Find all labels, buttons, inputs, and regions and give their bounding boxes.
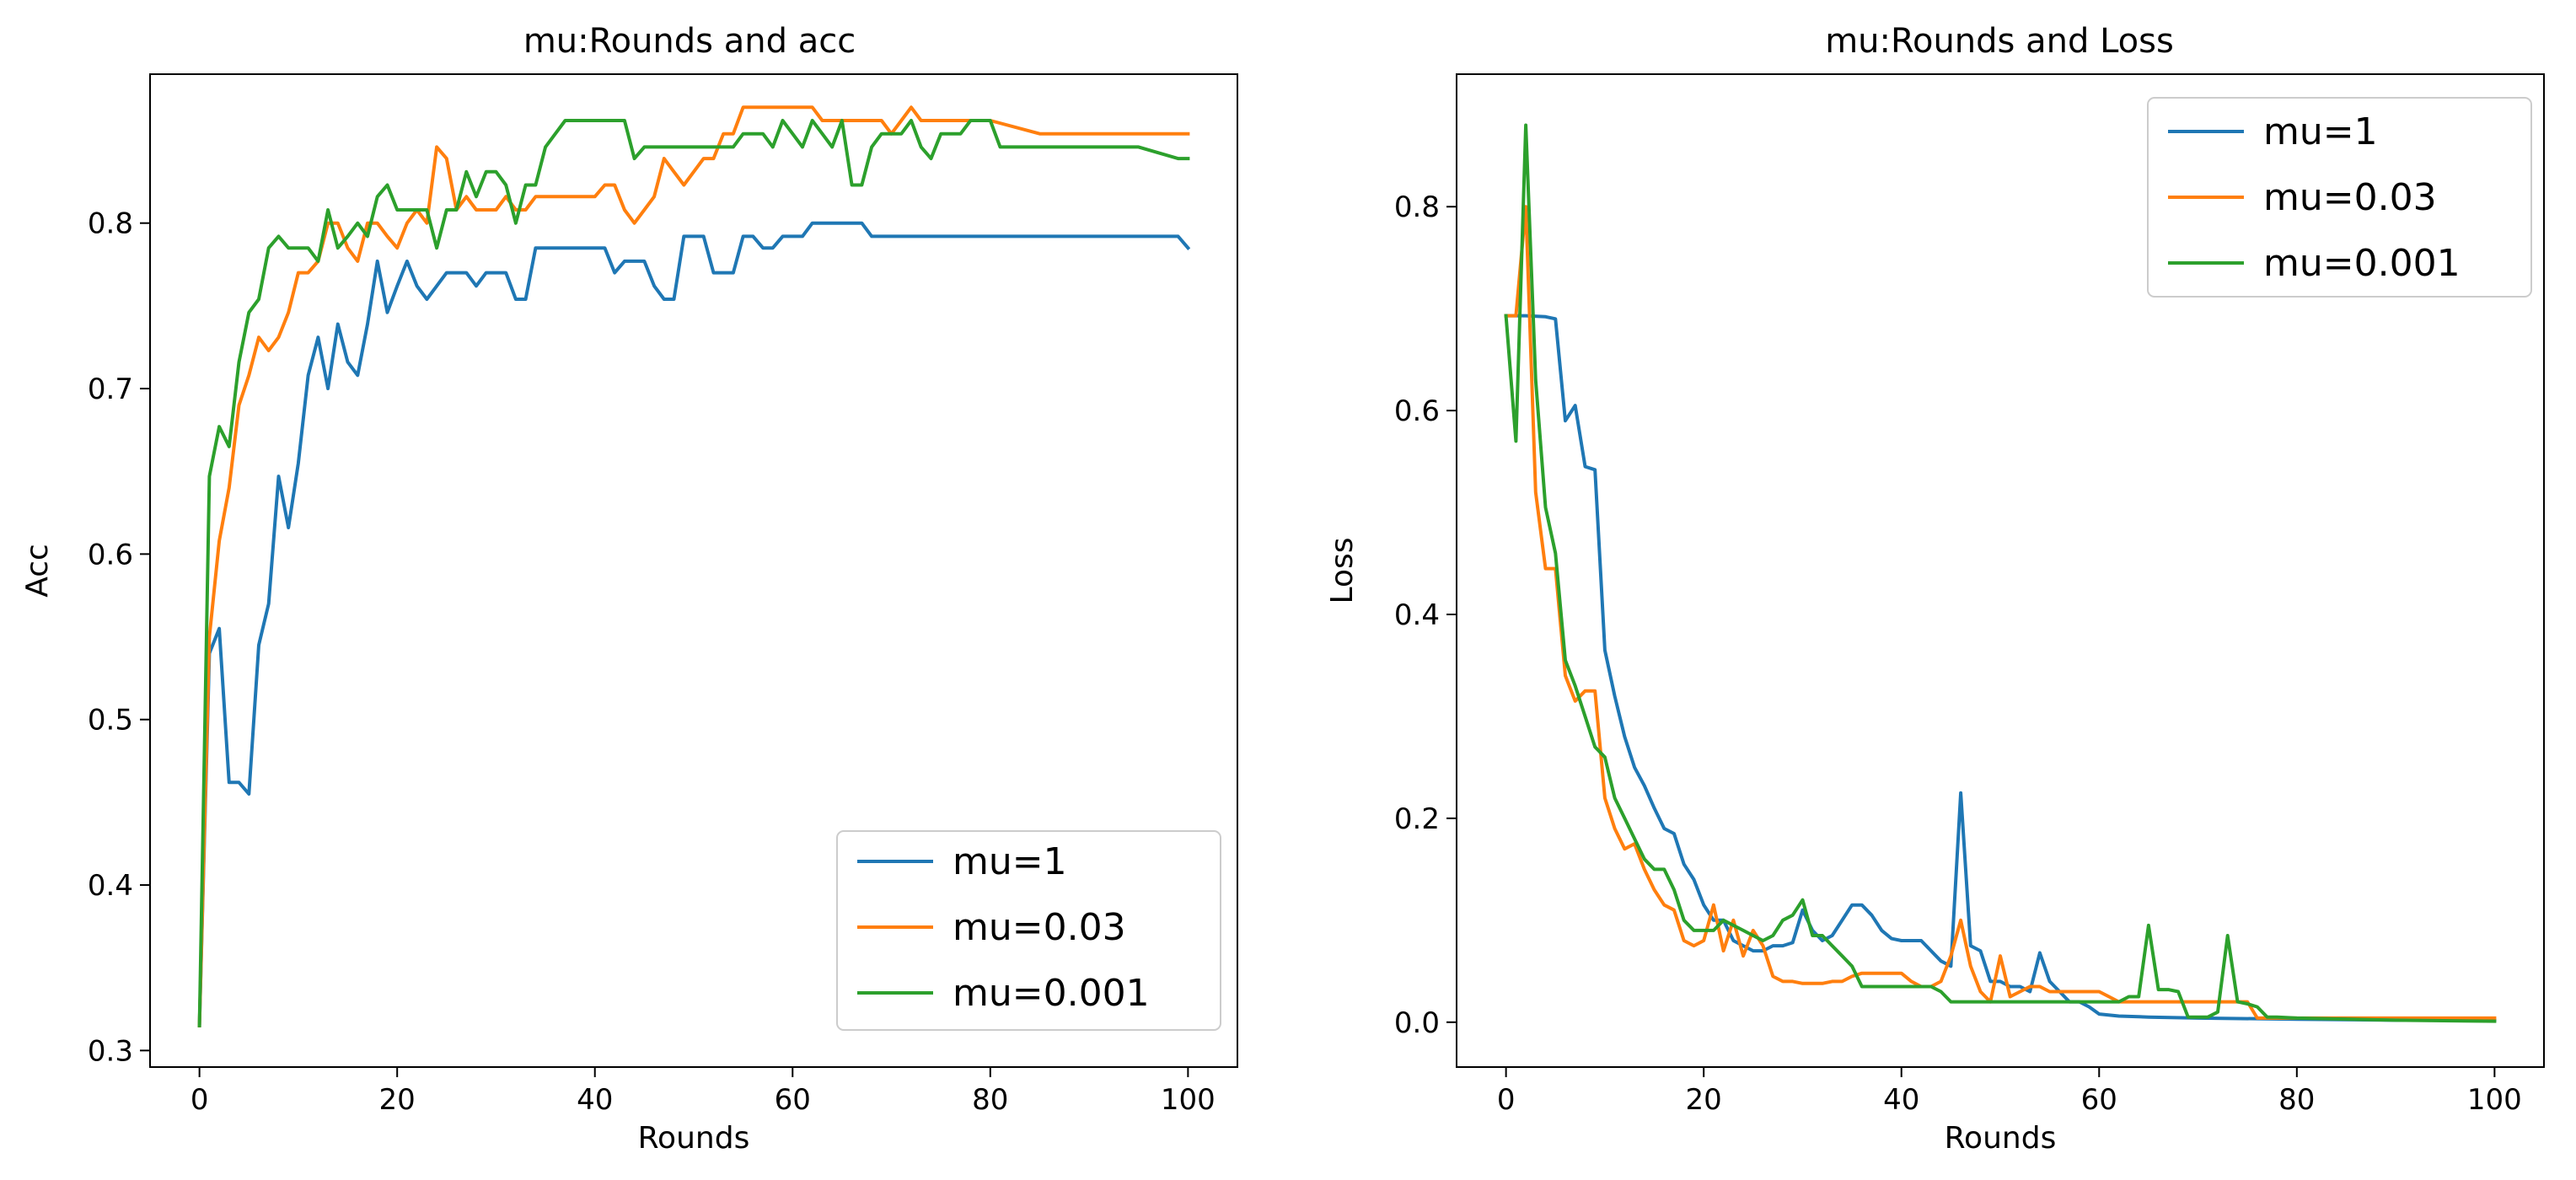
accuracy-x-tick-label: 40 — [577, 1083, 613, 1117]
loss-y-tick-label: 0.6 — [1394, 394, 1440, 428]
loss-x-tick-label: 0 — [1497, 1083, 1516, 1117]
loss-series-line — [1504, 314, 2497, 1022]
accuracy-x-ticks: 0 20 40 60 80 100 — [191, 1067, 1216, 1117]
accuracy-series-lines — [197, 105, 1191, 1027]
loss-y-tick-label: 0.2 — [1394, 802, 1440, 836]
loss-legend-label: mu=0.001 — [2263, 242, 2461, 285]
loss-y-tick-label: 0.0 — [1394, 1006, 1440, 1040]
loss-y-ticks: 0.0 0.2 0.4 0.6 0.8 — [1394, 190, 1457, 1040]
loss-x-tick-label: 100 — [2467, 1083, 2522, 1117]
accuracy-chart-title: mu:Rounds and acc — [523, 22, 856, 61]
loss-legend-label: mu=1 — [2263, 110, 2378, 153]
accuracy-legend: mu=1 mu=0.03 mu=0.001 — [836, 830, 1221, 1031]
accuracy-legend-label: mu=0.001 — [953, 972, 1150, 1015]
accuracy-series-line — [197, 221, 1191, 1027]
loss-chart: mu:Rounds and Loss 0 20 40 60 80 100 0.00.20.… — [1325, 22, 2545, 1156]
accuracy-y-tick-label: 0.7 — [88, 373, 133, 406]
accuracy-y-tick-label: 0.5 — [88, 704, 133, 738]
loss-y-tick-label: 0.8 — [1394, 190, 1440, 224]
accuracy-y-tick-label: 0.8 — [88, 207, 133, 241]
loss-plot-frame — [1456, 73, 2545, 1068]
accuracy-y-tick-label: 0.6 — [88, 538, 133, 571]
accuracy-x-axis-label: Rounds — [638, 1121, 750, 1156]
loss-legend-label: mu=0.03 — [2263, 176, 2437, 219]
accuracy-x-tick-label: 100 — [1161, 1083, 1216, 1117]
loss-series-line — [1504, 123, 2497, 1023]
accuracy-series-line — [197, 119, 1190, 1027]
accuracy-x-tick-label: 20 — [379, 1083, 416, 1117]
loss-legend-box — [2147, 97, 2532, 298]
accuracy-x-tick-label: 60 — [775, 1083, 811, 1117]
loss-y-axis-label: Loss — [1325, 538, 1360, 604]
accuracy-y-tick-label: 0.4 — [88, 869, 133, 903]
loss-x-tick-label: 80 — [2278, 1083, 2315, 1117]
accuracy-legend-box — [836, 830, 1221, 1031]
loss-x-tick-label: 60 — [2081, 1083, 2117, 1117]
loss-series-lines — [1504, 123, 2497, 1023]
accuracy-legend-label: mu=1 — [953, 840, 1067, 883]
loss-x-axis-label: Rounds — [1945, 1121, 2057, 1156]
accuracy-y-ticks: 0.3 0.4 0.5 0.6 0.7 0.8 — [88, 207, 150, 1068]
accuracy-y-tick-label: 0.3 — [88, 1034, 133, 1068]
accuracy-x-tick-label: 0 — [191, 1083, 209, 1117]
loss-x-tick-label: 40 — [1883, 1083, 1919, 1117]
loss-legend: mu=1 mu=0.03 mu=0.001 — [2147, 97, 2532, 298]
accuracy-x-tick-label: 80 — [972, 1083, 1008, 1117]
loss-x-ticks: 0 20 40 60 80 100 — [1497, 1067, 2522, 1117]
loss-y-tick-label: 0.4 — [1394, 598, 1440, 632]
accuracy-plot-frame — [149, 73, 1238, 1068]
loss-chart-title: mu:Rounds and Loss — [1825, 22, 2174, 61]
loss-series-line — [1504, 205, 2497, 1020]
loss-x-tick-label: 20 — [1686, 1083, 1722, 1117]
accuracy-chart: mu:Rounds and acc 0 20 40 60 80 100 0.3 0.4 0.5… — [20, 22, 1238, 1156]
accuracy-legend-label: mu=0.03 — [953, 906, 1126, 949]
accuracy-y-axis-label: Acc — [20, 544, 55, 598]
